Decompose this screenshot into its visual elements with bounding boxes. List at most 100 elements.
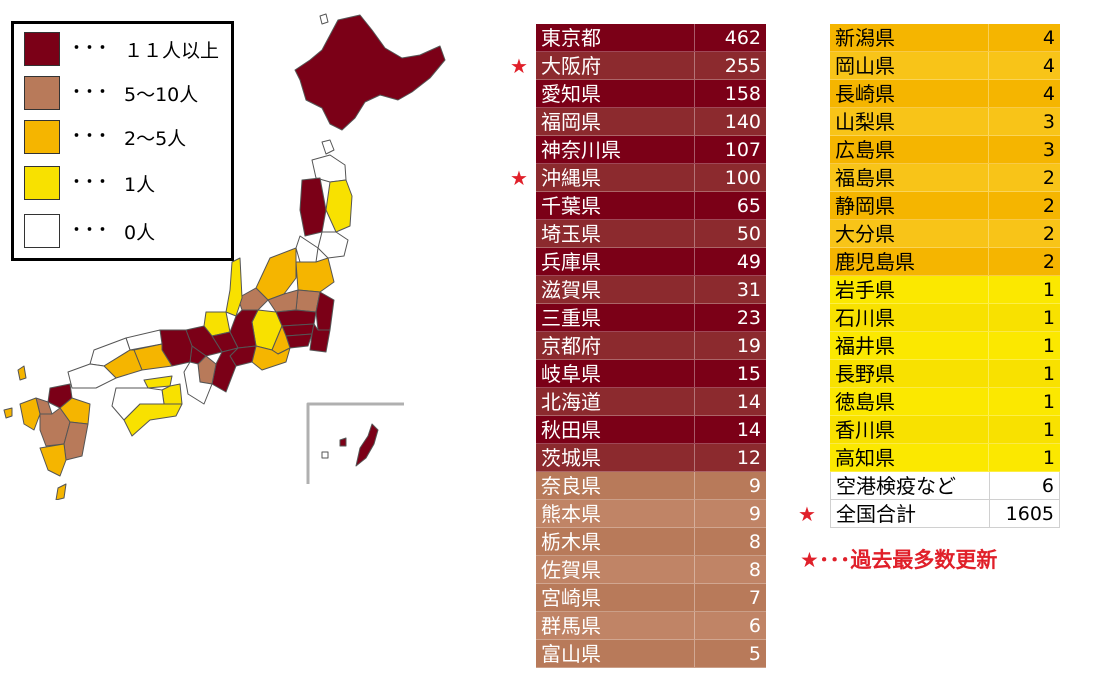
legend: ･･･ １１人以上 ･･･ 5～10人 ･･･ 2～5人 ･･･ 1人 ･･･ 0人 [11, 21, 234, 261]
column-divider [694, 108, 695, 135]
case-count: 3 [1042, 111, 1055, 133]
prefecture-name: 埼玉県 [541, 222, 601, 246]
prefecture-name: 福井県 [835, 334, 895, 358]
column-divider [694, 360, 695, 387]
prefecture-name: 福岡県 [541, 110, 601, 134]
legend-swatch [24, 120, 60, 154]
table-row: 鹿児島県 2 [830, 248, 1060, 276]
column-divider [694, 52, 695, 79]
table-row: 神奈川県 107 [536, 136, 766, 164]
map-region-ibaraki [315, 291, 335, 331]
column-divider [988, 220, 989, 247]
map-region-saitama [275, 309, 317, 327]
column-divider [694, 444, 695, 471]
prefecture-name: 香川県 [835, 418, 895, 442]
prefecture-name: 岩手県 [835, 278, 895, 302]
column-divider [988, 388, 989, 415]
case-count: 2 [1042, 167, 1055, 189]
case-count: 7 [748, 587, 761, 609]
map-region-fukushima [295, 257, 335, 293]
map-region-tsushima [17, 365, 27, 381]
column-divider [694, 276, 695, 303]
table-row: 山梨県 3 [830, 108, 1060, 136]
table-row: 宮崎県 7 [536, 584, 766, 612]
note: ★･･･過去最多数更新 [800, 544, 997, 574]
case-count: 12 [736, 447, 761, 469]
case-count: 6 [748, 615, 761, 637]
case-count: 15 [736, 363, 761, 385]
prefecture-name: 神奈川県 [541, 138, 621, 162]
prefecture-name: 栃木県 [541, 530, 601, 554]
column-divider [694, 640, 695, 667]
prefecture-name: 熊本県 [541, 502, 601, 526]
case-count: 19 [736, 335, 761, 357]
column-divider [989, 472, 990, 499]
map-region-yamagata [295, 235, 319, 263]
map-region-kanagawa [285, 333, 313, 349]
table-row: 香川県 1 [830, 416, 1060, 444]
prefecture-name: 徳島県 [835, 390, 895, 414]
column-divider [988, 276, 989, 303]
table-row: 埼玉県 50 [536, 220, 766, 248]
column-divider [988, 52, 989, 79]
map-region-tokushima [161, 383, 183, 405]
case-count: 462 [724, 27, 761, 49]
prefecture-name: 全国合計 [836, 502, 916, 526]
table-row: 福岡県 140 [536, 108, 766, 136]
legend-dots: ･･･ [72, 220, 111, 241]
map-region-okinawa-islet [339, 437, 347, 447]
table-row: 岡山県 4 [830, 52, 1060, 80]
prefecture-name: 高知県 [835, 446, 895, 470]
prefecture-name: 佐賀県 [541, 558, 601, 582]
case-count: 1 [1042, 279, 1055, 301]
prefecture-name: 東京都 [541, 26, 601, 50]
legend-label: 1人 [124, 174, 156, 196]
prefecture-name: 京都府 [541, 334, 601, 358]
prefecture-name: 沖縄県 [541, 166, 601, 190]
prefecture-name: 北海道 [541, 390, 601, 414]
star-icon: ★ [798, 502, 816, 526]
column-divider [694, 612, 695, 639]
prefecture-name: 大阪府 [541, 54, 601, 78]
case-count: 4 [1042, 55, 1055, 77]
table-row: 滋賀県 31 [536, 276, 766, 304]
legend-label: 2～5人 [124, 128, 187, 150]
column-divider [989, 500, 990, 527]
prefecture-name: 三重県 [541, 306, 601, 330]
case-count: 65 [736, 195, 761, 217]
legend-swatch [24, 32, 60, 66]
map-region-yamaguchi [67, 363, 117, 389]
map-region-miyazaki [63, 421, 89, 461]
prefecture-name: 千葉県 [541, 194, 601, 218]
table-row: 北海道 14 [536, 388, 766, 416]
case-count: 23 [736, 307, 761, 329]
table-row: 大阪府 255 [536, 52, 766, 80]
table-row: 奈良県 9 [536, 472, 766, 500]
table-row: 三重県 23 [536, 304, 766, 332]
column-divider [988, 304, 989, 331]
column-divider [694, 164, 695, 191]
case-count: 2 [1042, 223, 1055, 245]
case-table-left: 東京都 462 大阪府 255 愛知県 158 福岡県 140 神奈川県 107 沖縄県 100 千葉県… [536, 24, 766, 668]
prefecture-name: 富山県 [541, 642, 601, 666]
prefecture-name: 群馬県 [541, 614, 601, 638]
case-count: 8 [748, 559, 761, 581]
map-region-gunma [267, 289, 299, 313]
table-row: 兵庫県 49 [536, 248, 766, 276]
case-count: 14 [736, 419, 761, 441]
note-text: ･･･過去最多数更新 [818, 548, 998, 572]
case-count: 1 [1042, 363, 1055, 385]
prefecture-name: 福島県 [835, 166, 895, 190]
table-row: 高知県 1 [830, 444, 1060, 472]
case-count: 50 [736, 223, 761, 245]
table-row: 新潟県 4 [830, 24, 1060, 52]
map-region-hokkaido [294, 14, 446, 131]
table-row: 富山県 5 [536, 640, 766, 668]
prefecture-name: 岐阜県 [541, 362, 601, 386]
map-region-okinawa [355, 423, 379, 467]
prefecture-name: 滋賀県 [541, 278, 601, 302]
case-count: 255 [724, 55, 761, 77]
column-divider [988, 416, 989, 443]
table-row: 岐阜県 15 [536, 360, 766, 388]
table-row: 全国合計 1605 [830, 500, 1060, 528]
